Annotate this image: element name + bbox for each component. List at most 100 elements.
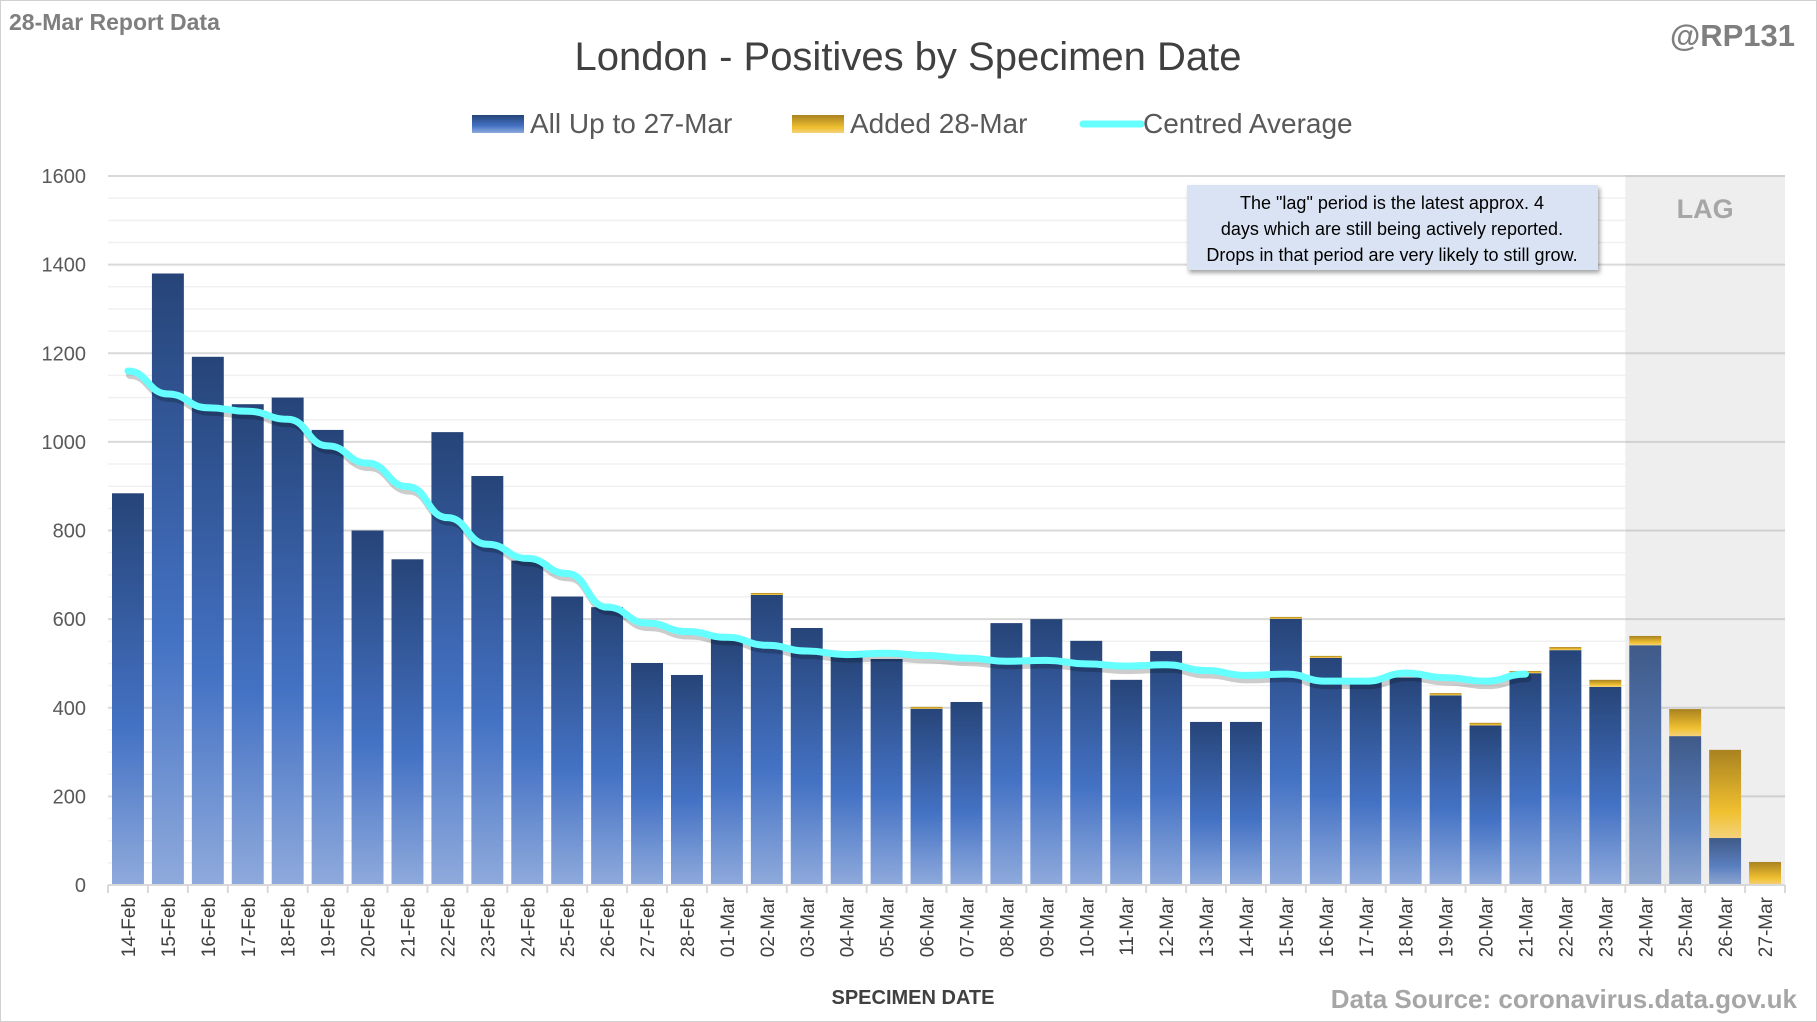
x-tick-label: 28-Feb: [678, 897, 699, 957]
bar-all-up-to-27-mar: [1070, 640, 1103, 885]
lag-label: LAG: [1677, 194, 1734, 224]
x-tick-label: 11-Mar: [1117, 896, 1138, 955]
x-tick-label: 25-Feb: [558, 897, 579, 957]
bar-all-up-to-27-mar: [111, 493, 144, 885]
bar-all-up-to-27-mar: [1269, 618, 1302, 885]
x-axis-title: SPECIMEN DATE: [832, 987, 995, 1009]
bar-added-28-mar: [1629, 635, 1662, 646]
bar-added-28-mar: [1749, 861, 1782, 885]
bar-all-up-to-27-mar: [1709, 838, 1742, 885]
legend-swatch: [472, 115, 524, 133]
bar-all-up-to-27-mar: [231, 404, 264, 885]
x-tick-label: 17-Mar: [1357, 896, 1378, 957]
bar-all-up-to-27-mar: [1629, 645, 1662, 885]
x-tick-label: 10-Mar: [1077, 896, 1098, 957]
y-axis: 0 200 400 600 800 1000 1200 1400 1600: [42, 166, 87, 897]
bar-all-up-to-27-mar: [271, 397, 304, 885]
bar-all-up-to-27-mar: [191, 356, 224, 885]
bar-added-28-mar: [1589, 679, 1622, 687]
bar-all-up-to-27-mar: [1669, 736, 1702, 885]
x-tick-label: 21-Mar: [1516, 896, 1537, 957]
legend-label: Centred Average: [1143, 108, 1353, 139]
x-tick-label: 27-Feb: [638, 897, 659, 957]
bar-all-up-to-27-mar: [151, 273, 184, 885]
bar-all-up-to-27-mar: [1229, 721, 1262, 885]
legend-label: All Up to 27-Mar: [530, 108, 732, 139]
bar-all-up-to-27-mar: [431, 432, 464, 885]
y-tick-label: 600: [53, 609, 86, 631]
x-tick-label: 06-Mar: [918, 896, 939, 957]
bar-added-28-mar: [1429, 693, 1462, 696]
bar-all-up-to-27-mar: [1509, 673, 1542, 885]
x-tick-label: 02-Mar: [758, 896, 779, 957]
x-tick-label: 22-Mar: [1556, 896, 1577, 957]
bar-all-up-to-27-mar: [710, 638, 743, 885]
x-tick-label: 16-Mar: [1317, 896, 1338, 957]
x-tick-label: 04-Mar: [838, 896, 859, 957]
x-tick-label: 16-Feb: [199, 897, 220, 957]
data-source: Data Source: coronavirus.data.gov.uk: [1331, 984, 1798, 1014]
centred-average-path: [124, 367, 1529, 685]
x-tick-label: 17-Feb: [239, 897, 260, 957]
bar-all-up-to-27-mar: [830, 656, 863, 885]
bar-all-up-to-27-mar: [1349, 681, 1382, 885]
bar-all-up-to-27-mar: [511, 560, 544, 885]
legend-label: Added 28-Mar: [850, 108, 1027, 139]
bar-all-up-to-27-mar: [950, 701, 983, 885]
x-tick-label: 26-Mar: [1716, 896, 1737, 957]
handle: @RP131: [1670, 18, 1795, 53]
chart-title: London - Positives by Specimen Date: [574, 35, 1241, 79]
x-tick-label: 14-Feb: [119, 897, 140, 957]
x-tick-label: 18-Feb: [279, 897, 300, 957]
annotation-line: days which are still being actively repo…: [1221, 219, 1563, 239]
bar-all-up-to-27-mar: [990, 623, 1023, 885]
bar-added-28-mar: [1549, 647, 1582, 651]
bar-all-up-to-27-mar: [1150, 651, 1183, 885]
legend-swatch: [792, 115, 844, 133]
bar-all-up-to-27-mar: [1190, 721, 1223, 885]
x-tick-label: 18-Mar: [1397, 896, 1418, 957]
y-tick-label: 400: [53, 698, 86, 720]
y-tick-label: 1200: [42, 343, 87, 365]
line-shadow: [125, 370, 1532, 690]
x-tick-label: 21-Feb: [398, 897, 419, 957]
bar-all-up-to-27-mar: [351, 530, 384, 885]
x-tick-label: 15-Feb: [159, 897, 180, 957]
x-tick-label: 08-Mar: [997, 896, 1018, 957]
bar-all-up-to-27-mar: [910, 707, 943, 885]
x-tick-label: 12-Mar: [1157, 896, 1178, 957]
bar-added-28-mar: [1309, 655, 1342, 658]
bar-all-up-to-27-mar: [1589, 686, 1622, 885]
x-tick-label: 27-Mar: [1756, 896, 1777, 957]
bar-all-up-to-27-mar: [670, 674, 703, 885]
x-tick-label: 15-Mar: [1277, 896, 1298, 957]
x-tick-label: 24-Feb: [518, 897, 539, 957]
x-tick-label: 03-Mar: [798, 896, 819, 957]
x-tick-label: 05-Mar: [878, 896, 899, 957]
report-label: 28-Mar Report Data: [9, 9, 220, 35]
y-tick-label: 1400: [42, 255, 87, 277]
bar-all-up-to-27-mar: [1309, 657, 1342, 885]
bar-all-up-to-27-mar: [551, 596, 584, 885]
y-tick-label: 0: [75, 875, 86, 897]
bar-added-28-mar: [1469, 722, 1502, 726]
y-tick-label: 1000: [42, 432, 87, 454]
x-axis: 14-Feb 15-Feb 16-Feb 17-Feb 18-Feb 19-Feb 20-F…: [107, 884, 1786, 957]
bar-added-28-mar: [1669, 709, 1702, 737]
x-tick-label: 19-Mar: [1437, 896, 1458, 957]
bar-all-up-to-27-mar: [1469, 725, 1502, 885]
bar-all-up-to-27-mar: [311, 429, 344, 885]
annotation-line: Drops in that period are very likely to …: [1206, 245, 1577, 265]
y-tick-label: 200: [53, 786, 86, 808]
bar-added-28-mar: [1709, 749, 1742, 839]
x-tick-label: 24-Mar: [1636, 896, 1657, 957]
x-tick-label: 20-Feb: [359, 897, 380, 957]
x-tick-label: 23-Mar: [1596, 896, 1617, 957]
x-tick-label: 09-Mar: [1037, 896, 1058, 957]
bar-all-up-to-27-mar: [1389, 677, 1422, 885]
bar-all-up-to-27-mar: [1429, 695, 1462, 885]
bars: [111, 273, 1782, 885]
x-tick-label: 20-Mar: [1477, 896, 1498, 957]
bar-all-up-to-27-mar: [631, 662, 664, 885]
